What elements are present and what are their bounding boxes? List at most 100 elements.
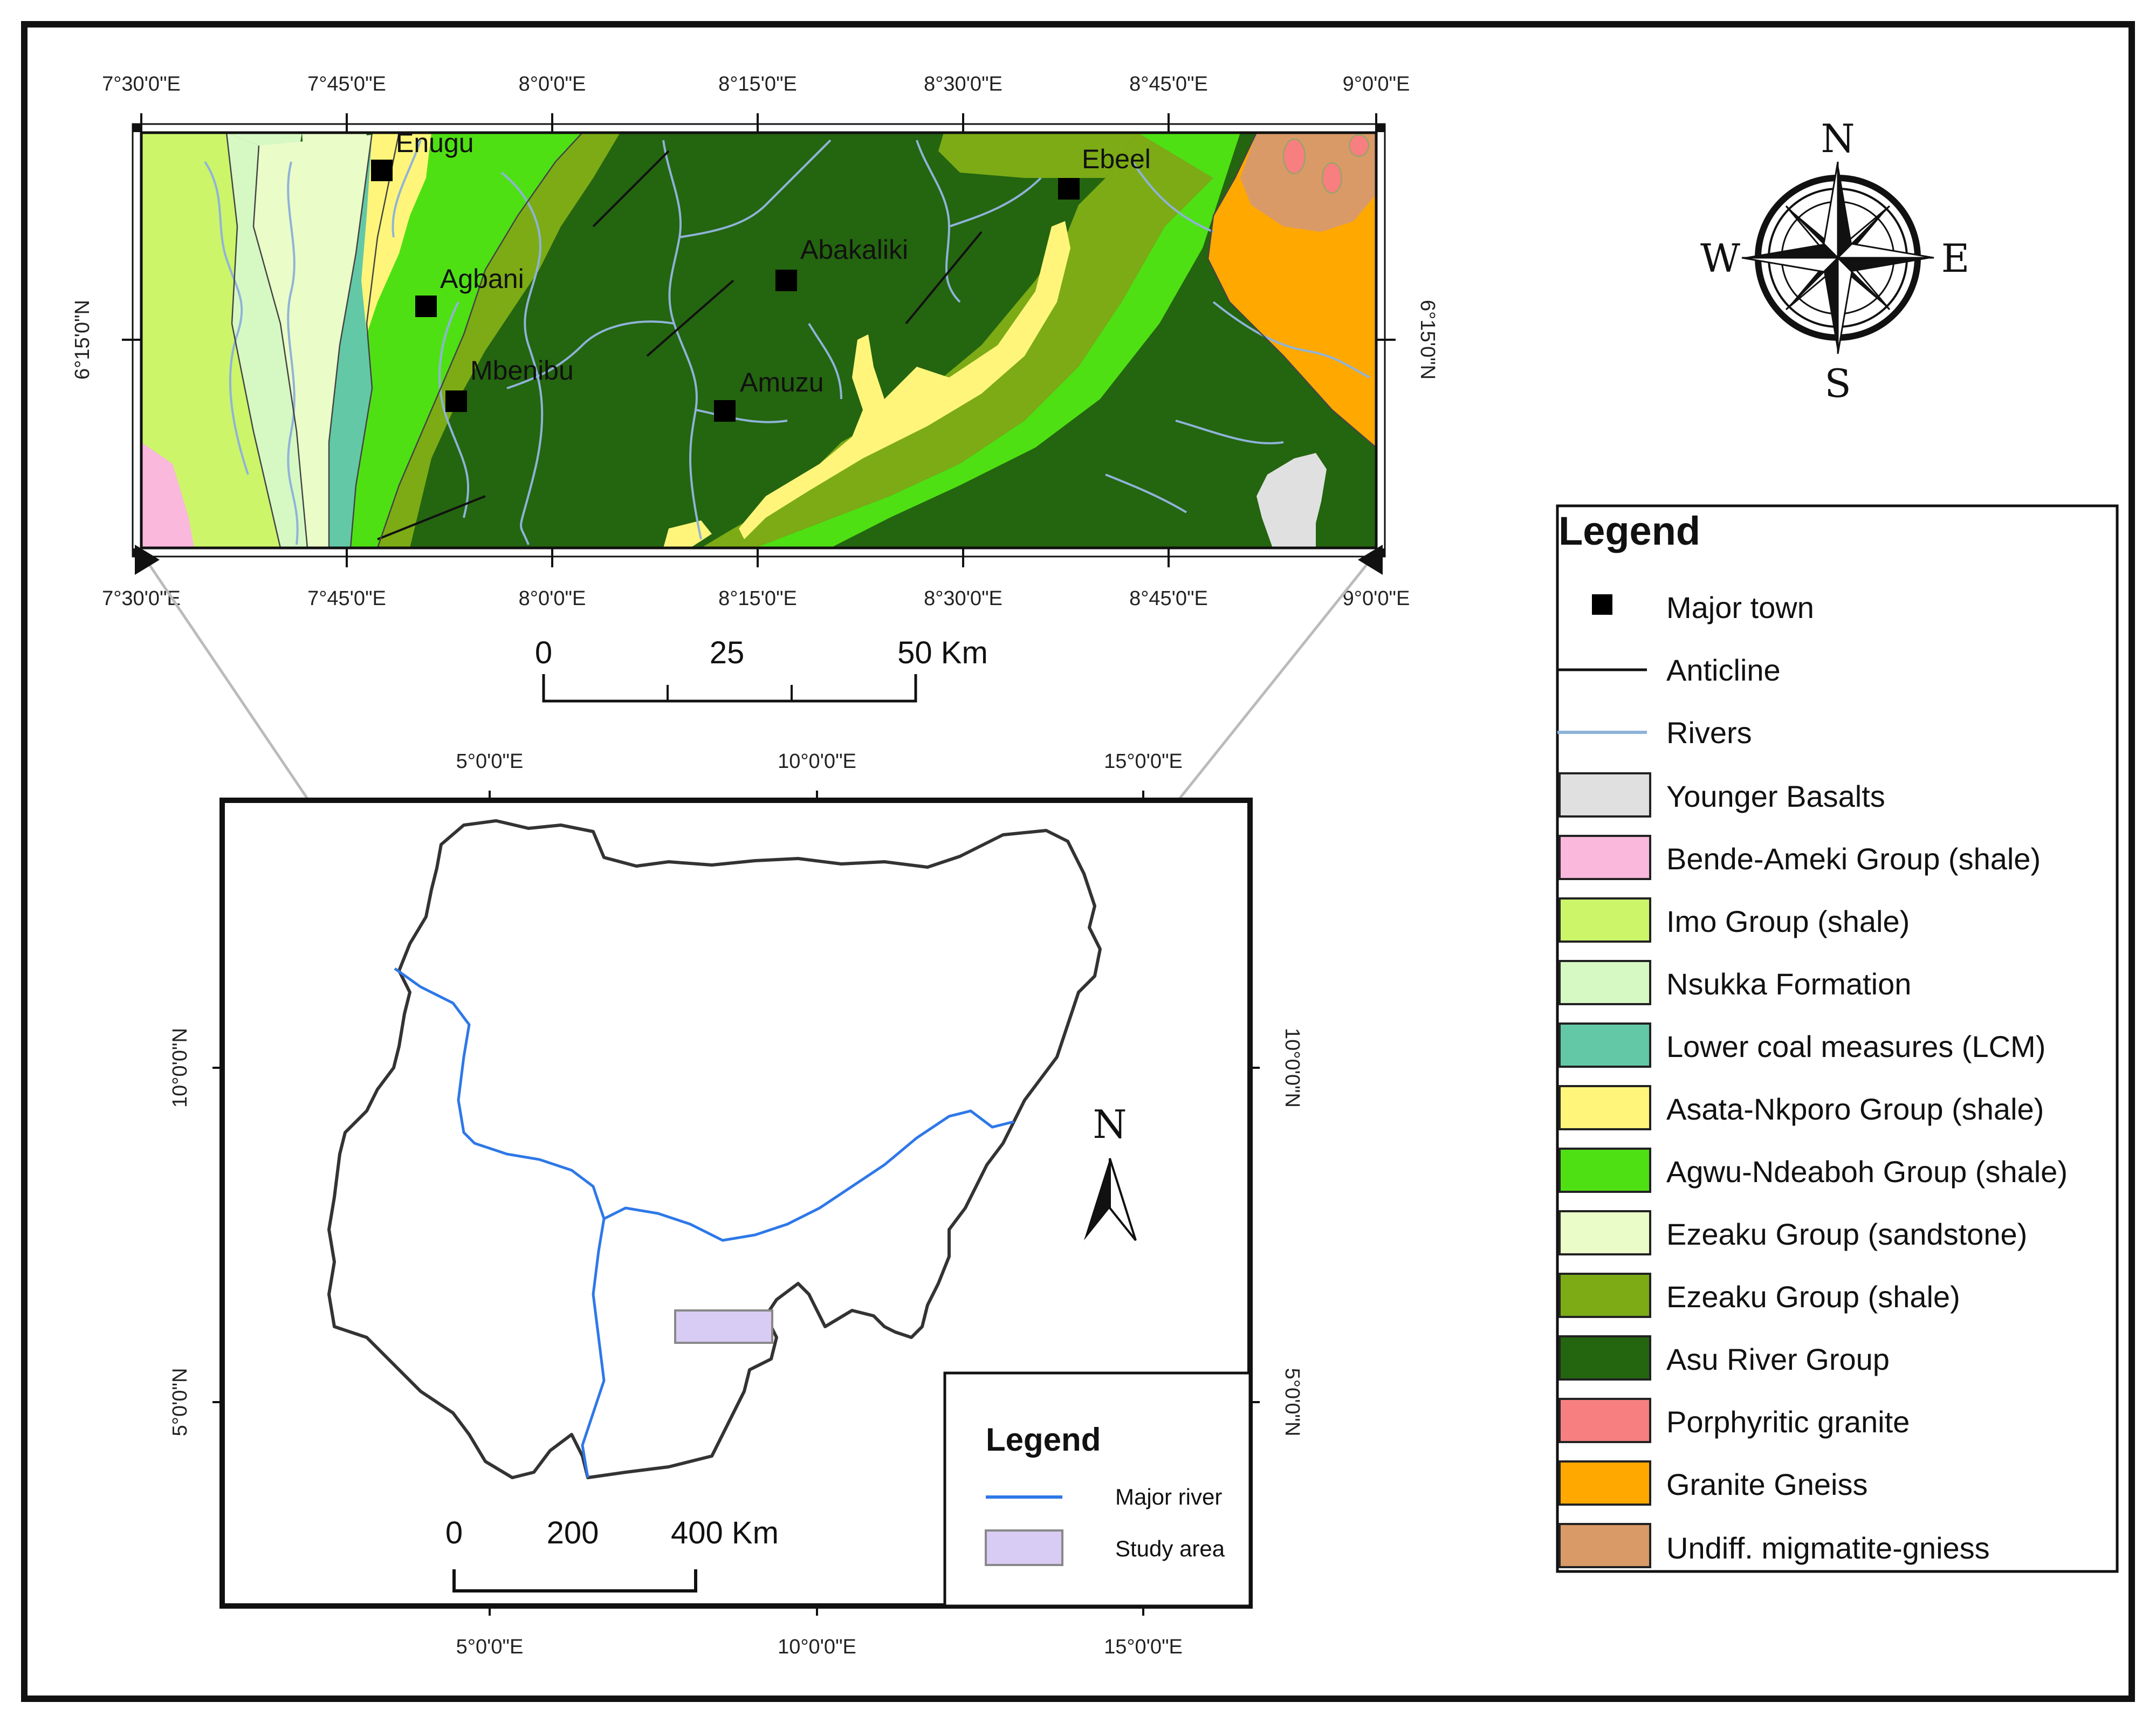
legend-label-2: Rivers xyxy=(1666,716,1752,750)
unit-imo-group xyxy=(141,133,280,548)
inset-bottom-tick-6: 9°0'0"E xyxy=(1343,587,1410,610)
inset-bottom-tick-4: 8°30'0"E xyxy=(924,587,1003,610)
legend-swatch-asata-nkporo xyxy=(1558,1085,1651,1130)
nigeria-top-tick-2: 15°0'0"E xyxy=(1104,750,1183,773)
legend-symbol-major-town xyxy=(1592,594,1612,615)
inset-top-tick-3: 8°15'0"E xyxy=(718,73,797,95)
legend-items: Major town Anticline Rivers Younger Basa… xyxy=(1557,591,2068,1568)
nigeria-inner-legend: Legend Major river Study area xyxy=(943,1371,1252,1608)
inset-top-tick-5: 8°45'0"E xyxy=(1129,73,1208,95)
inset-top-tick-1: 7°45'0"E xyxy=(307,73,386,95)
town-label-ebeel: Ebeel xyxy=(1082,144,1151,174)
nigeria-tick-marks xyxy=(212,791,1260,1616)
legend-label-0: Major town xyxy=(1666,591,1814,624)
legend-swatch-porphyritic-granite xyxy=(1558,1398,1651,1443)
nigeria-right-tick-0: 10°0'0"N xyxy=(1281,1028,1303,1108)
inset-top-tick-6: 9°0'0"E xyxy=(1343,73,1410,95)
town-markers: Enugu Agbani Mbenibu Abakaliki Amuzu Ebe… xyxy=(371,128,1151,422)
inset-right-tick: 6°15'0"N xyxy=(1416,300,1439,380)
nigeria-left-tick-0: 10°0'0"N xyxy=(169,1028,191,1108)
legend-label-12: Asu River Group xyxy=(1666,1342,1890,1376)
legend-label-11: Ezeaku Group (shale) xyxy=(1666,1280,1960,1314)
unit-younger-basalts xyxy=(1256,453,1327,548)
north-arrow-label: N xyxy=(1093,1102,1127,1147)
unit-ezeaku-sandstone-2 xyxy=(253,135,372,548)
compass-e: E xyxy=(1941,236,1970,281)
inset-right-pointer xyxy=(1358,545,1383,575)
unit-asu-river-east xyxy=(830,133,1256,548)
unit-porphyritic-granite-1 xyxy=(1283,139,1306,174)
town-label-agbani: Agbani xyxy=(440,264,524,294)
nigeria-rivers xyxy=(394,967,1014,1478)
unit-nsukka xyxy=(141,133,307,548)
north-arrow-icon: N xyxy=(1084,1102,1137,1241)
inset-bottom-tick-1: 7°45'0"E xyxy=(307,587,386,610)
town-square-amuzu xyxy=(714,400,736,422)
compass-rose-icon: N S E W xyxy=(1700,116,1969,406)
inset-top-tick-4: 8°30'0"E xyxy=(924,73,1003,95)
nigeria-scale-bar: 0 200 400 Km xyxy=(445,1515,779,1592)
legend-swatch-ezeaku-shale xyxy=(1558,1273,1651,1318)
legend-swatch-younger-basalts xyxy=(1558,772,1651,818)
town-label-amuzu: Amuzu xyxy=(740,367,824,397)
nigeria-top-tick-1: 10°0'0"E xyxy=(778,750,856,773)
legend-label-8: Asata-Nkporo Group (shale) xyxy=(1666,1092,2044,1126)
inset-scale-label-2: 50 Km xyxy=(897,635,988,670)
nigeria-bottom-tick-0: 5°0'0"E xyxy=(456,1636,524,1658)
inner-legend-swatch-study-area xyxy=(985,1529,1063,1566)
legend-title: Legend xyxy=(1558,509,1700,553)
unit-porphyritic-granite-2 xyxy=(1322,162,1342,194)
compass-n: N xyxy=(1821,116,1855,161)
legend-swatch-granite-gneiss xyxy=(1558,1460,1651,1506)
inset-left-pointer xyxy=(135,545,160,575)
legend-swatch-nsukka xyxy=(1558,960,1651,1005)
legend-swatch-asu-river xyxy=(1558,1335,1651,1381)
town-label-enugu: Enugu xyxy=(396,128,474,158)
main-legend: Legend Major town Anticline Rivers Young… xyxy=(1556,504,2119,1573)
study-area-box xyxy=(674,1309,773,1344)
legend-swatch-lcm xyxy=(1558,1022,1651,1068)
inset-anticlines xyxy=(377,150,983,540)
inset-scale-label-1: 25 xyxy=(710,635,745,670)
nigeria-scale-label-0: 0 xyxy=(445,1515,463,1550)
town-label-abakaliki: Abakaliki xyxy=(800,235,908,265)
inner-legend-label-0: Major river xyxy=(1115,1484,1222,1509)
nigeria-left-tick-1: 5°0'0"N xyxy=(169,1368,191,1437)
inset-rivers xyxy=(204,139,1370,545)
inset-top-tick-2: 8°0'0"E xyxy=(519,73,586,95)
legend-label-5: Imo Group (shale) xyxy=(1666,904,1910,938)
unit-migmatite xyxy=(1240,133,1376,232)
inset-top-tick-0: 7°30'0"E xyxy=(102,73,181,95)
nigeria-scale-label-2: 400 Km xyxy=(671,1515,779,1550)
inset-bottom-tick-5: 8°45'0"E xyxy=(1129,587,1208,610)
town-square-abakaliki xyxy=(775,270,797,291)
compass-s: S xyxy=(1824,361,1851,406)
inner-legend-label-1: Study area xyxy=(1115,1536,1225,1561)
legend-label-6: Nsukka Formation xyxy=(1666,967,1911,1001)
unit-agwu-ndeaboh xyxy=(351,133,582,548)
legend-label-4: Bende-Ameki Group (shale) xyxy=(1666,842,2041,876)
legend-label-1: Anticline xyxy=(1666,653,1781,687)
nigeria-bottom-tick-2: 15°0'0"E xyxy=(1104,1636,1183,1658)
inset-scale-label-0: 0 xyxy=(535,635,552,670)
town-square-enugu xyxy=(371,160,393,181)
inset-bottom-tick-0: 7°30'0"E xyxy=(102,587,181,610)
inner-legend-box xyxy=(943,1371,1252,1608)
legend-label-9: Agwu-Ndeaboh Group (shale) xyxy=(1666,1155,2068,1189)
unit-ezeaku-shale-east xyxy=(701,133,1240,548)
unit-asata-nkporo xyxy=(361,133,431,334)
legend-label-14: Granite Gneiss xyxy=(1666,1467,1868,1501)
inset-scale-bar: 0 25 50 Km xyxy=(535,635,988,703)
legend-label-15: Undiff. migmatite-gniess xyxy=(1666,1531,1990,1565)
unit-asata-nkporo-east xyxy=(739,221,1070,539)
nigeria-location-map: 5°0'0"E 10°0'0"E 15°0'0"E 5°0'0"E 10°0'0… xyxy=(169,750,1303,1658)
legend-swatch-ezeaku-sandstone xyxy=(1558,1210,1651,1255)
legend-label-10: Ezeaku Group (sandstone) xyxy=(1666,1217,2027,1251)
legend-swatch-agwu-ndeaboh xyxy=(1558,1148,1651,1193)
legend-label-13: Porphyritic granite xyxy=(1666,1405,1910,1439)
nigeria-outline xyxy=(327,819,1102,1479)
unit-asata-nkporo-south xyxy=(663,520,712,548)
compass-w: W xyxy=(1700,236,1740,281)
town-label-mbenibu: Mbenibu xyxy=(470,355,574,386)
unit-ezeaku-shale-west xyxy=(377,133,620,548)
